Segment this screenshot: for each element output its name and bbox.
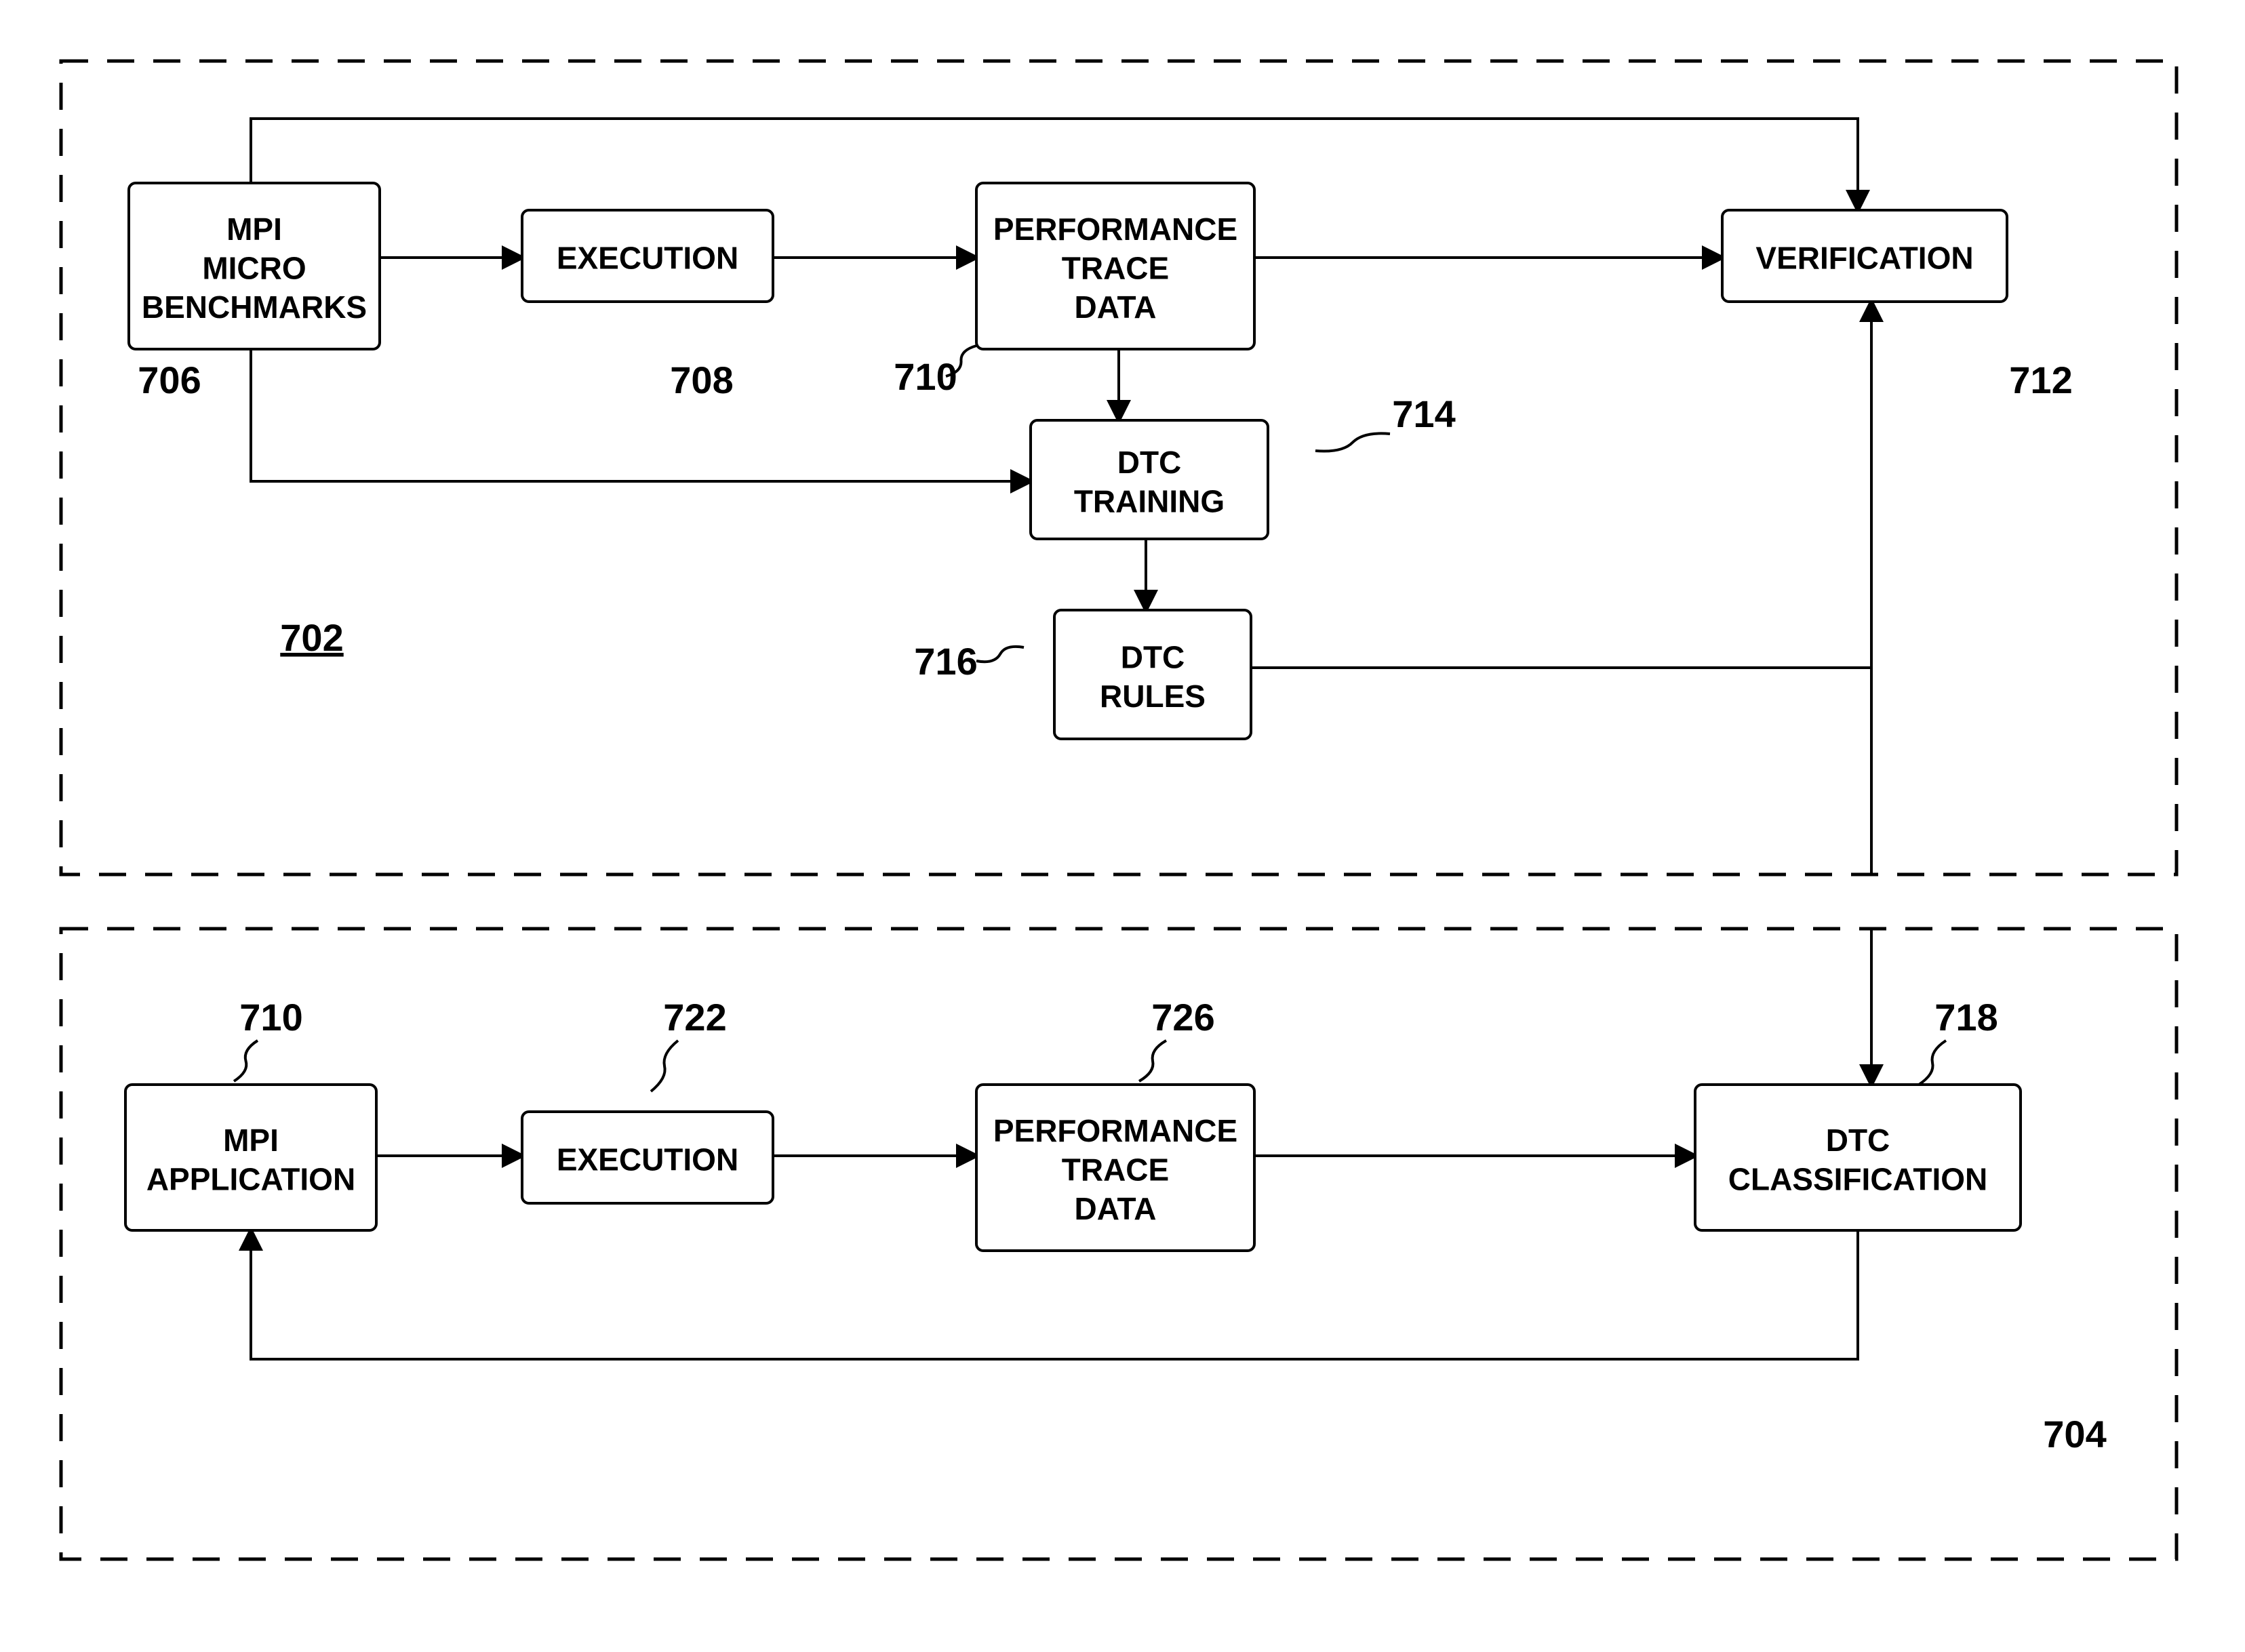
node-n710a: PERFORMANCETRACEDATA710 [894,183,1254,398]
node-n710b: MPIAPPLICATION 710 [125,996,376,1230]
node-label-line: EXECUTION [557,1142,738,1177]
node-label-line: PERFORMANCE [993,211,1237,247]
nodes-group: MPI MICROBENCHMARKS 706 EXECUTION 708 PERFORM… [125,183,2073,1251]
node-label-line: MPI [226,211,282,247]
node-label-line: PERFORMANCE [993,1113,1237,1148]
node-ref: 722 [663,996,726,1039]
node-ref: 716 [914,640,977,683]
ref-702: 702 [280,616,343,659]
node-label-line: APPLICATION [146,1161,355,1196]
node-label-line: CLASSIFICATION [1728,1161,1987,1196]
node-ref: 714 [1392,392,1455,435]
node-label-line: DTC [1121,639,1185,674]
node-label-line: MPI [223,1123,279,1158]
node-ref: 726 [1151,996,1214,1039]
callout-lead [651,1041,678,1091]
node-label-line: RULES [1100,679,1206,714]
node-ref: 712 [2009,359,2072,401]
node-label-line: EXECUTION [557,241,738,276]
node-ref: 718 [1934,996,1998,1039]
callout-lead [1919,1041,1946,1085]
node-n716: DTC RULES 716 [914,610,1251,739]
node-ref: 710 [239,996,302,1039]
edge-e8 [1251,302,1871,668]
node-label-line: TRACE [1062,1152,1169,1188]
node-label-line: DTC [1826,1123,1890,1158]
node-n708: EXECUTION 708 [522,210,773,401]
ref-704: 704 [2043,1413,2106,1455]
node-label-line: TRACE [1062,251,1169,286]
node-label-line: VERIFICATION [1755,241,1973,276]
callout-lead [1315,433,1390,451]
node-ref: 706 [138,359,201,401]
node-label-line: DATA [1075,1191,1157,1226]
node-n706: MPI MICROBENCHMARKS 706 [129,183,380,401]
node-n712: VERIFICATION 712 [1722,210,2073,401]
node-label-line: MICRO [202,251,306,286]
diagram-canvas: MPI MICROBENCHMARKS 706 EXECUTION 708 PERFORM… [0,0,2245,1652]
node-label-line: BENCHMARKS [142,289,367,325]
callout-lead [976,647,1024,662]
callout-lead [1139,1041,1166,1081]
node-n722: EXECUTION 722 [522,996,773,1203]
node-n726: PERFORMANCE TRACEDATA 726 [976,996,1254,1251]
node-label-line: DATA [1075,289,1157,325]
node-label-line: TRAINING [1074,483,1225,519]
node-n718: DTCCLASSIFICATION 718 [1695,996,2021,1230]
callout-lead [234,1041,258,1081]
node-label-line: DTC [1117,445,1182,480]
node-n714: DTCTRAINING 714 [1031,392,1456,539]
node-ref: 708 [670,359,733,401]
